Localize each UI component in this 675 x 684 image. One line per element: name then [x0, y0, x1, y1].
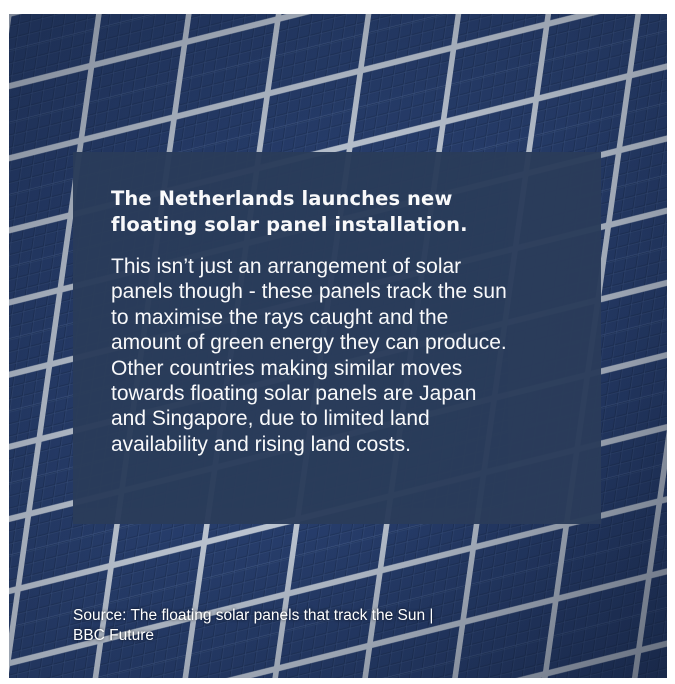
- text-card: The Netherlands launches new floating so…: [73, 152, 601, 524]
- source-caption: Source: The floating solar panels that t…: [73, 607, 434, 644]
- headline: The Netherlands launches new floating so…: [111, 187, 468, 236]
- body-text: This isn’t just an arrangement of solar …: [111, 255, 507, 456]
